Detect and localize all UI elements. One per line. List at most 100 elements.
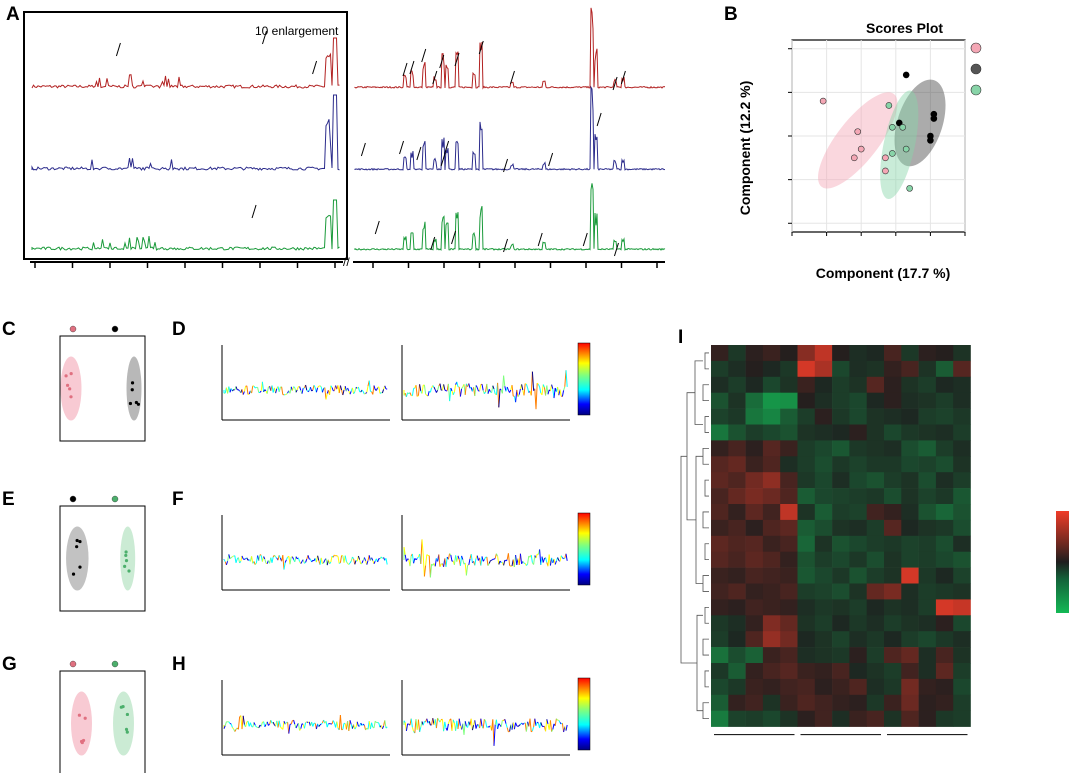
heatmap-cell xyxy=(762,535,781,552)
loading-segment xyxy=(423,384,427,394)
loading-segment xyxy=(334,554,336,557)
heatmap-cell xyxy=(953,488,971,505)
peak-pointer xyxy=(503,158,509,173)
loading-segment xyxy=(483,718,487,722)
score-point xyxy=(124,550,128,554)
heatmap-cell xyxy=(849,504,867,521)
loading-segment xyxy=(413,387,415,389)
loading-segment xyxy=(405,392,409,398)
heatmap-cell xyxy=(901,551,919,568)
loading-segment xyxy=(353,391,356,395)
heatmap-cell xyxy=(814,440,833,457)
loading-segment xyxy=(330,385,333,388)
heatmap-cell xyxy=(814,488,833,505)
loading-segment xyxy=(379,392,382,394)
loading-segment xyxy=(381,725,385,729)
heatmap-cell xyxy=(814,504,833,521)
heatmap-cell xyxy=(935,615,954,632)
loading-segment xyxy=(259,390,262,393)
loading-segment xyxy=(540,722,543,726)
loading-segment xyxy=(284,722,287,725)
heatmap-cell xyxy=(849,456,867,473)
loading-segment xyxy=(483,556,487,560)
loading-segment xyxy=(549,720,553,732)
heatmap-cell xyxy=(935,472,954,489)
loading-segment xyxy=(249,722,253,727)
peak-pointer xyxy=(115,42,121,57)
heatmap-cell xyxy=(762,583,781,600)
heatmap-cell xyxy=(797,631,816,648)
loading-segment xyxy=(256,726,258,728)
loading-segment xyxy=(259,554,262,556)
heatmap-cell xyxy=(780,424,798,441)
loading-segment xyxy=(428,721,431,726)
heatmap-cell xyxy=(745,678,764,696)
loading-segment xyxy=(291,386,295,391)
loading-segment xyxy=(517,394,520,397)
loading-segment xyxy=(453,384,457,392)
peak-pointer xyxy=(454,52,460,67)
heatmap-cell xyxy=(797,615,816,632)
loading-segment xyxy=(449,553,452,556)
heatmap-cell xyxy=(935,567,954,584)
heatmap-cell xyxy=(728,551,746,568)
heatmap-cell xyxy=(849,678,867,696)
loading-segment xyxy=(545,557,548,563)
heatmap-cell xyxy=(935,647,954,664)
heatmap-cell xyxy=(953,440,971,457)
loading-segment xyxy=(336,721,339,729)
loading-segment xyxy=(536,721,539,724)
dendrogram-branch xyxy=(704,416,709,433)
loading-segment xyxy=(290,720,293,725)
heatmap-cell xyxy=(762,376,781,393)
score-point xyxy=(128,401,133,406)
heatmap-cell xyxy=(866,631,885,648)
heatmap-cell xyxy=(884,631,902,648)
heatmap-cell xyxy=(953,647,971,664)
heatmap-cell xyxy=(849,631,867,648)
heatmap-cell xyxy=(935,408,954,425)
loading-colorbar xyxy=(577,342,591,416)
loading-segment xyxy=(258,554,261,561)
loading-segment xyxy=(300,561,303,564)
heatmap-cell xyxy=(797,663,816,680)
loading-segment xyxy=(559,722,562,725)
dendrogram-branch xyxy=(702,384,709,402)
heatmap-cell xyxy=(745,615,764,632)
loading-segment xyxy=(504,719,507,724)
loading-segment xyxy=(561,390,565,397)
heatmap-cell xyxy=(849,710,867,727)
loading-segment xyxy=(286,392,288,395)
loading-segment xyxy=(261,556,265,562)
loading-segment xyxy=(411,553,415,564)
loading-segment xyxy=(244,558,246,560)
heatmap-cell xyxy=(935,710,954,727)
heatmap-cell xyxy=(711,392,729,409)
heatmap-cell xyxy=(780,599,798,616)
loading-segment xyxy=(242,391,245,395)
heatmap-cell xyxy=(953,678,971,696)
loading-segment xyxy=(361,560,364,564)
loading-segment xyxy=(562,557,564,560)
loading-segment xyxy=(254,386,257,389)
data-point-uvb xyxy=(902,71,910,79)
heatmap-cell xyxy=(728,424,746,441)
heatmap-cell xyxy=(953,710,971,727)
data-point-control xyxy=(854,128,862,135)
heatmap-cell xyxy=(728,456,746,473)
loading-segment xyxy=(293,720,296,725)
loading-segment xyxy=(427,390,430,397)
loading-segment xyxy=(266,721,269,726)
dendrogram-branch xyxy=(695,455,703,584)
loading-segment xyxy=(223,559,226,562)
heatmap-cell xyxy=(918,551,937,568)
loading-segment xyxy=(385,726,388,729)
loading-colorbar xyxy=(577,512,591,586)
heatmap-cell xyxy=(918,663,937,680)
loading-segment xyxy=(525,384,529,389)
loading-segment xyxy=(458,718,461,726)
loading-segment xyxy=(518,724,521,726)
heatmap-cell xyxy=(935,551,954,568)
loading-segment xyxy=(364,393,366,395)
heatmap-cell xyxy=(884,488,902,505)
